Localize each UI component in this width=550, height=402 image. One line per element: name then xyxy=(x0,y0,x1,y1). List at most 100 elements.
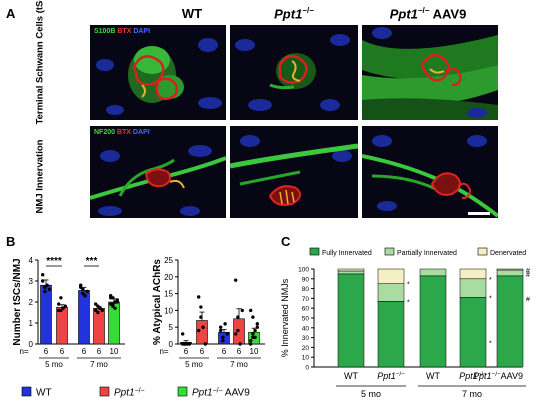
y-axis-label: % Atypical AChRs xyxy=(152,259,163,345)
n-label: 10 xyxy=(110,347,119,356)
age-label: 7 mo xyxy=(230,360,248,369)
row-label-nmj: NMJ Innervation xyxy=(34,139,46,214)
micrograph-nmj-wt: NF200 BTX DAPI xyxy=(90,126,226,218)
significance-stars: *** xyxy=(86,256,98,267)
data-point xyxy=(94,302,98,306)
y-tick-label: 3 xyxy=(29,277,34,286)
y-tick-label: 90 xyxy=(302,276,310,283)
stacked-segment xyxy=(496,275,524,368)
y-tick-label: 100 xyxy=(298,267,309,274)
micrograph-tsc-wt: S100B BTX DAPI xyxy=(90,25,226,120)
data-point xyxy=(59,296,63,300)
data-point xyxy=(109,296,113,300)
stacked-segment xyxy=(419,268,447,277)
legend-label: Fully Innervated xyxy=(322,250,372,257)
data-point xyxy=(223,322,227,326)
y-tick-label: 5 xyxy=(169,323,174,332)
y-axis-label: % Innervated NMJs xyxy=(280,278,290,357)
y-tick-label: 10 xyxy=(302,355,310,362)
stacked-segment xyxy=(419,275,447,368)
row-label-tscs: Terminal Schwann Cells (tSCs) xyxy=(34,0,46,125)
data-point xyxy=(113,306,117,310)
stacked-segment xyxy=(337,268,365,272)
age-label: 5 mo xyxy=(45,360,63,369)
legend-swatch xyxy=(309,247,320,256)
y-tick-label: 15 xyxy=(164,290,173,299)
data-point xyxy=(111,302,115,306)
data-point xyxy=(79,285,83,289)
n-label: 10 xyxy=(250,347,259,356)
stacked-segment xyxy=(459,268,487,280)
stacked-segment xyxy=(377,283,405,302)
y-tick-label: 25 xyxy=(164,256,173,265)
data-point xyxy=(45,283,49,287)
legend-swatch xyxy=(99,386,110,397)
x-tick-label: Ppt1−/− xyxy=(459,371,487,381)
stacked-segment xyxy=(459,278,487,298)
stain-label-row1: S100B BTX DAPI xyxy=(94,28,151,35)
bar xyxy=(56,306,68,345)
data-point xyxy=(249,338,253,343)
data-point xyxy=(221,338,225,343)
data-point xyxy=(253,328,257,333)
legend-label: Ppt1−/− xyxy=(114,388,145,399)
age-label: 5 mo xyxy=(185,360,203,369)
significance-mark: * xyxy=(407,282,410,289)
y-tick-label: 2 xyxy=(29,298,34,307)
data-point xyxy=(221,335,225,339)
data-point xyxy=(197,328,201,333)
legend-label: Ppt1−/− AAV9 xyxy=(192,388,250,399)
data-point xyxy=(236,328,240,333)
x-tick-label: Ppt1−/− xyxy=(377,371,405,381)
y-tick-label: 0 xyxy=(29,340,34,349)
n-label: 6 xyxy=(200,347,205,356)
legend-label: Partially Innervated xyxy=(397,250,457,257)
y-tick-label: 20 xyxy=(164,273,173,282)
data-point xyxy=(253,335,257,339)
y-tick-label: 20 xyxy=(302,345,310,352)
n-label: 6 xyxy=(237,347,242,356)
stacked-segment xyxy=(337,273,365,368)
legend-swatch xyxy=(177,386,188,397)
y-tick-label: 80 xyxy=(302,286,310,293)
panel-a-letter: A xyxy=(6,6,16,21)
data-point xyxy=(41,279,45,283)
significance-mark: # xyxy=(526,272,530,279)
data-point xyxy=(238,342,242,346)
y-tick-label: 0 xyxy=(305,365,309,372)
data-point xyxy=(94,308,98,313)
legend-label: Denervated xyxy=(490,250,526,257)
micrograph-tsc-ppt1 xyxy=(230,25,358,120)
micrograph-tsc-ppt1-aav9-image xyxy=(362,25,498,120)
data-point xyxy=(234,278,238,282)
panel-c-chart: 0 10 20 30 40 50 60 70 80 90 100 % Innervated NMJs F… xyxy=(280,247,530,399)
data-point xyxy=(240,308,244,313)
significance-stars: **** xyxy=(46,256,62,267)
data-point xyxy=(219,328,223,333)
micrograph-tsc-ppt1-image xyxy=(230,25,358,120)
data-point xyxy=(197,295,201,299)
micrograph-nmj-wt-image xyxy=(90,126,226,218)
data-point xyxy=(219,325,223,329)
y-tick-label: 40 xyxy=(302,325,310,332)
stacked-segment xyxy=(496,269,524,277)
bar xyxy=(196,320,208,345)
micrograph-nmj-ppt1-aav9-image xyxy=(362,126,498,218)
age-label: 7 mo xyxy=(90,360,108,369)
y-tick-label: 1 xyxy=(29,319,34,328)
legend-swatch xyxy=(21,386,32,397)
stacked-segment xyxy=(377,268,405,284)
data-point xyxy=(183,342,187,346)
chart-innervated-nmjs: 0 10 20 30 40 50 60 70 80 90 100 % Innervated NMJs F… xyxy=(280,247,530,399)
y-tick-label: 60 xyxy=(302,306,310,313)
data-point xyxy=(255,322,259,326)
n-label: 6 xyxy=(44,347,49,356)
col-title-ppt1-aav9: Ppt1−/− AAV9 xyxy=(389,6,467,22)
micrograph-nmj-ppt1-aav9 xyxy=(362,126,498,218)
data-point xyxy=(201,325,205,329)
significance-mark: * xyxy=(489,277,492,284)
significance-mark: * xyxy=(407,299,410,306)
stain-label-row2: NF200 BTX DAPI xyxy=(94,129,150,136)
